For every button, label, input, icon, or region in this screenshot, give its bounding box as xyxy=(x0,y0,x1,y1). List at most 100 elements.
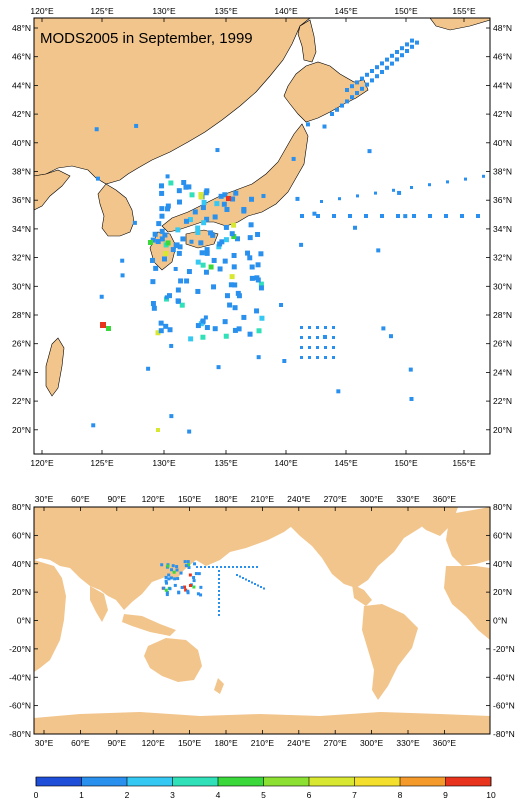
global-lon-tick-top: 30°E xyxy=(35,494,54,504)
obs-point xyxy=(230,196,236,202)
obs-point xyxy=(159,206,165,212)
obs-point xyxy=(162,586,166,590)
regional-frame xyxy=(33,17,491,455)
obs-point xyxy=(175,568,179,572)
obs-point xyxy=(186,560,190,564)
obs-point xyxy=(165,174,170,179)
obs-point xyxy=(229,231,235,237)
obs-point xyxy=(186,184,192,190)
obs-point xyxy=(197,572,201,576)
global-lat-tick-left: 80°N xyxy=(12,502,31,512)
obs-point xyxy=(189,192,195,198)
obs-point xyxy=(187,217,193,223)
obs-point xyxy=(165,590,169,594)
obs-point xyxy=(223,333,229,339)
obs-point xyxy=(249,275,255,281)
global-lat-tick-left: 20°N xyxy=(12,587,31,597)
global-lon-tick-bottom: 300°E xyxy=(360,738,384,748)
regional-lat-tick-right: 22°N xyxy=(493,396,512,406)
obs-point xyxy=(374,191,377,195)
obs-point xyxy=(410,44,414,49)
obs-point xyxy=(195,225,201,231)
obs-point xyxy=(223,224,229,230)
obs-point xyxy=(224,293,230,299)
obs-point xyxy=(464,177,467,181)
obs-point xyxy=(218,594,220,596)
obs-point xyxy=(194,572,198,576)
obs-point xyxy=(261,193,266,198)
global-lon-tick-top: 180°E xyxy=(214,494,238,504)
obs-point xyxy=(183,560,187,564)
obs-point xyxy=(324,356,327,359)
obs-point xyxy=(203,315,208,320)
regional-lon-tick-top: 125°E xyxy=(90,6,114,16)
obs-point xyxy=(220,566,222,568)
obs-point xyxy=(172,570,176,574)
global-lon-tick-top: 330°E xyxy=(396,494,420,504)
obs-point xyxy=(173,583,177,587)
obs-point xyxy=(224,206,230,212)
obs-point xyxy=(353,225,358,230)
taiwan xyxy=(45,337,65,397)
obs-point xyxy=(335,107,339,112)
obs-point xyxy=(308,336,311,339)
colorbar-segment xyxy=(81,777,127,786)
regional-lon-tick-bottom: 125°E xyxy=(90,458,114,468)
obs-point xyxy=(247,331,253,337)
obs-point xyxy=(159,228,165,234)
colorbar-tick-label: 0 xyxy=(34,790,39,800)
obs-point xyxy=(175,287,181,293)
obs-point xyxy=(223,237,229,243)
obs-point xyxy=(198,321,204,327)
regional-lat-tick-left: 28°N xyxy=(12,310,31,320)
obs-point xyxy=(195,259,201,265)
colorbar-segment xyxy=(218,777,264,786)
regional-lat-tick-left: 22°N xyxy=(12,396,31,406)
global-land xyxy=(34,507,490,734)
obs-point xyxy=(360,76,364,81)
obs-point xyxy=(279,302,284,307)
australia xyxy=(144,638,202,682)
obs-point xyxy=(299,242,304,247)
obs-point xyxy=(231,234,237,240)
obs-point xyxy=(178,278,184,284)
obs-point xyxy=(212,566,214,568)
obs-point xyxy=(176,188,182,194)
obs-point xyxy=(482,174,485,178)
obs-point xyxy=(158,328,164,334)
obs-point xyxy=(214,201,220,207)
obs-point xyxy=(231,252,237,258)
obs-point xyxy=(232,305,238,311)
obs-point xyxy=(218,614,220,616)
colorbar-tick-label: 1 xyxy=(79,790,84,800)
obs-point xyxy=(165,203,171,209)
regional-lat-tick-left: 32°N xyxy=(12,253,31,263)
obs-point xyxy=(241,208,247,214)
eurasia xyxy=(34,507,316,610)
obs-point xyxy=(164,579,168,583)
obs-point xyxy=(189,583,193,587)
global-lon-tick-top: 90°E xyxy=(108,494,127,504)
obs-point xyxy=(332,326,335,329)
map-title: MODS2005 in September, 1999 xyxy=(40,30,253,47)
obs-point xyxy=(176,250,182,256)
obs-point xyxy=(165,240,171,246)
obs-point xyxy=(192,209,198,215)
obs-point xyxy=(94,127,99,132)
indonesia xyxy=(122,614,176,636)
obs-point xyxy=(150,237,156,243)
obs-point xyxy=(256,355,261,360)
obs-point xyxy=(364,214,368,218)
obs-point xyxy=(218,602,220,604)
obs-point xyxy=(403,214,408,219)
regional-lon-tick-top: 145°E xyxy=(334,6,358,16)
regional-lat-tick-right: 40°N xyxy=(493,138,512,148)
obs-point xyxy=(203,190,209,196)
obs-point xyxy=(365,82,369,87)
obs-point xyxy=(204,325,210,331)
obs-point xyxy=(199,593,203,597)
obs-point xyxy=(345,99,349,104)
obs-point xyxy=(231,264,237,270)
obs-point xyxy=(232,327,238,333)
